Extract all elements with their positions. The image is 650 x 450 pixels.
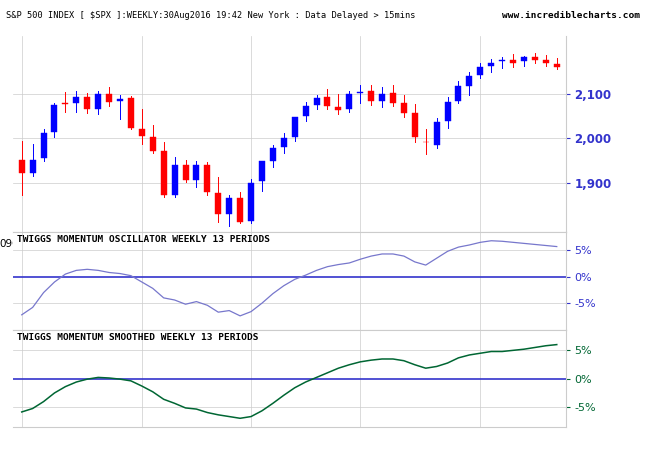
Bar [324, 97, 330, 106]
Bar [84, 96, 90, 109]
Text: TWIGGS MOMENTUM SMOOTHED WEEKLY 13 PERIODS: TWIGGS MOMENTUM SMOOTHED WEEKLY 13 PERIO… [18, 333, 259, 342]
Bar [499, 60, 505, 61]
Bar [95, 94, 101, 109]
Bar [521, 57, 527, 61]
Bar [313, 98, 320, 105]
Bar [270, 148, 276, 161]
Bar [215, 193, 221, 214]
Bar [434, 122, 439, 145]
Bar [161, 151, 166, 195]
Bar [183, 165, 188, 180]
Bar [510, 60, 516, 63]
Bar [467, 76, 473, 86]
Bar [488, 63, 494, 66]
Bar [303, 106, 309, 116]
Text: www.incrediblecharts.com: www.incrediblecharts.com [502, 11, 640, 20]
Bar [335, 107, 341, 110]
Bar [532, 57, 538, 60]
Bar [19, 160, 25, 173]
Bar [281, 138, 287, 147]
Bar [390, 94, 396, 103]
Bar [204, 165, 211, 192]
Bar [346, 94, 352, 109]
Bar [368, 91, 374, 101]
Text: TWIGGS MOMENTUM OSCILLATOR WEEKLY 13 PERIODS: TWIGGS MOMENTUM OSCILLATOR WEEKLY 13 PER… [18, 235, 270, 244]
Bar [226, 198, 232, 214]
Bar [477, 67, 484, 75]
Bar [139, 129, 145, 136]
Bar [106, 94, 112, 102]
Bar [73, 97, 79, 103]
Bar [150, 137, 156, 151]
Bar [194, 165, 200, 180]
Bar [40, 134, 47, 158]
Bar [172, 165, 177, 195]
Bar [128, 98, 134, 128]
Bar [543, 60, 549, 63]
Bar [445, 102, 450, 121]
Bar [379, 94, 385, 100]
Bar [259, 162, 265, 181]
Bar [117, 99, 123, 100]
Text: S&P 500 INDEX [ $SPX ]:WEEKLY:30Aug2016 19:42 New York : Data Delayed > 15mins: S&P 500 INDEX [ $SPX ]:WEEKLY:30Aug2016 … [6, 11, 416, 20]
Bar [237, 198, 243, 222]
Bar [292, 117, 298, 137]
Bar [30, 160, 36, 173]
Bar [554, 63, 560, 67]
Bar [401, 103, 407, 112]
Bar [456, 86, 462, 101]
Bar [412, 113, 418, 137]
Bar [248, 183, 254, 221]
Bar [51, 105, 57, 132]
